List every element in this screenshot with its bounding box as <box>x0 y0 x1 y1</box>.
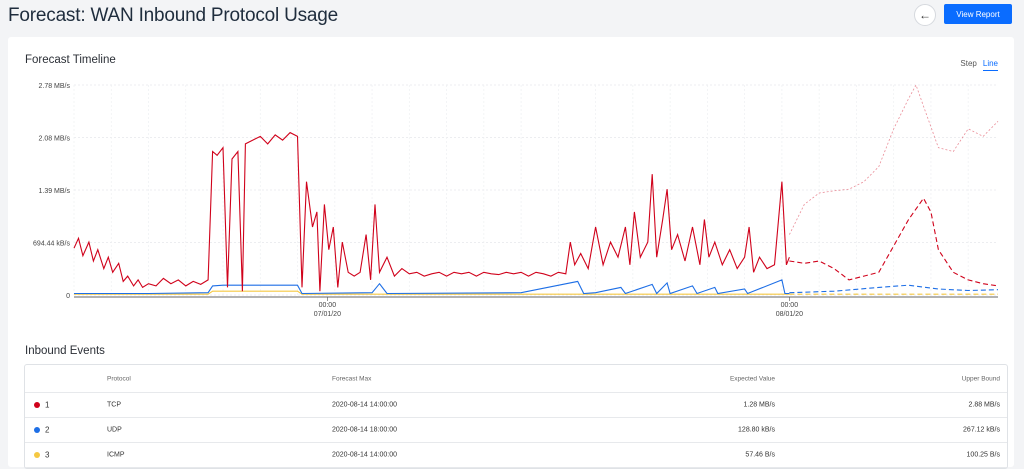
chart-series <box>73 84 999 295</box>
y-tick-label: 2.78 MB/s <box>38 83 70 90</box>
table-row[interactable]: 2 UDP 2020-08-14 18:00:00 128.80 kB/s 26… <box>25 418 1007 443</box>
row-index: 1 <box>45 400 50 410</box>
cell-forecast-max: 2020-08-14 18:00:00 <box>332 426 397 434</box>
cell-expected-value: 128.80 kB/s <box>738 426 775 434</box>
cell-upper-bound: 267.12 kB/s <box>963 426 1000 434</box>
cell-expected-value: 1.28 MB/s <box>743 401 775 409</box>
cell-protocol: TCP <box>107 401 121 409</box>
udp-actual-line <box>74 279 790 295</box>
status-dot <box>34 427 40 433</box>
timeline-title: Forecast Timeline <box>25 54 116 66</box>
y-tick-label: 2.08 MB/s <box>38 136 70 143</box>
cell-forecast-max: 2020-08-14 14:00:00 <box>332 401 397 409</box>
chart-grid <box>73 84 998 298</box>
x-tick-time: 00:00 <box>319 302 337 309</box>
toggle-line[interactable]: Line <box>982 59 998 71</box>
status-dot <box>34 402 40 408</box>
y-axis-ticks: 0 694.44 kB/s 1.39 MB/s 2.08 MB/s 2.78 MB/s <box>33 83 70 300</box>
cell-upper-bound: 100.25 B/s <box>966 451 1000 459</box>
events-table: Protocol Forecast Max Expected Value Upp… <box>24 364 1008 469</box>
cell-upper-bound: 2.88 MB/s <box>968 401 1000 409</box>
col-forecast-max: Forecast Max <box>332 375 372 382</box>
y-tick-label: 1.39 MB/s <box>38 188 70 195</box>
col-expected-value: Expected Value <box>729 375 775 382</box>
table-header: Protocol Forecast Max Expected Value Upp… <box>25 365 1007 393</box>
icmp-actual-line <box>74 290 790 295</box>
x-tick-date: 08/01/20 <box>776 311 803 318</box>
y-tick-label: 694.44 kB/s <box>33 241 70 248</box>
x-tick-time: 00:00 <box>781 302 799 309</box>
page-title: Forecast: WAN Inbound Protocol Usage <box>8 5 339 26</box>
col-protocol: Protocol <box>107 375 131 382</box>
cell-protocol: ICMP <box>107 451 125 459</box>
table-row[interactable]: 1 TCP 2020-08-14 14:00:00 1.28 MB/s 2.88… <box>25 393 1007 418</box>
table-row[interactable]: 3 ICMP 2020-08-14 14:00:00 57.46 B/s 100… <box>25 443 1007 468</box>
y-tick-label: 0 <box>66 293 70 300</box>
view-toggle: Step Line <box>960 59 998 71</box>
status-dot <box>34 452 40 458</box>
cell-protocol: UDP <box>107 426 122 434</box>
col-upper-bound: Upper Bound <box>961 375 1000 382</box>
x-axis-ticks: 00:00 07/01/20 00:00 08/01/20 <box>314 297 803 318</box>
tcp-upper-bound-line <box>789 84 999 235</box>
back-button[interactable]: ← <box>914 4 936 26</box>
cell-expected-value: 57.46 B/s <box>745 451 775 459</box>
row-index: 3 <box>45 450 50 460</box>
tcp-actual-line <box>73 131 790 292</box>
arrow-left-icon: ← <box>919 8 931 22</box>
content-card: Forecast Timeline Step Line 0 694.44 kB/s… <box>8 37 1014 469</box>
page-header: Forecast: WAN Inbound Protocol Usage ← V… <box>0 0 1024 34</box>
row-index: 2 <box>45 425 50 435</box>
cell-forecast-max: 2020-08-14 14:00:00 <box>332 451 397 459</box>
x-tick-date: 07/01/20 <box>314 311 341 318</box>
events-title: Inbound Events <box>25 345 105 357</box>
udp-forecast-line <box>789 284 999 294</box>
tcp-forecast-line <box>789 197 999 287</box>
view-report-button[interactable]: View Report <box>944 4 1012 24</box>
toggle-step[interactable]: Step <box>960 59 977 68</box>
